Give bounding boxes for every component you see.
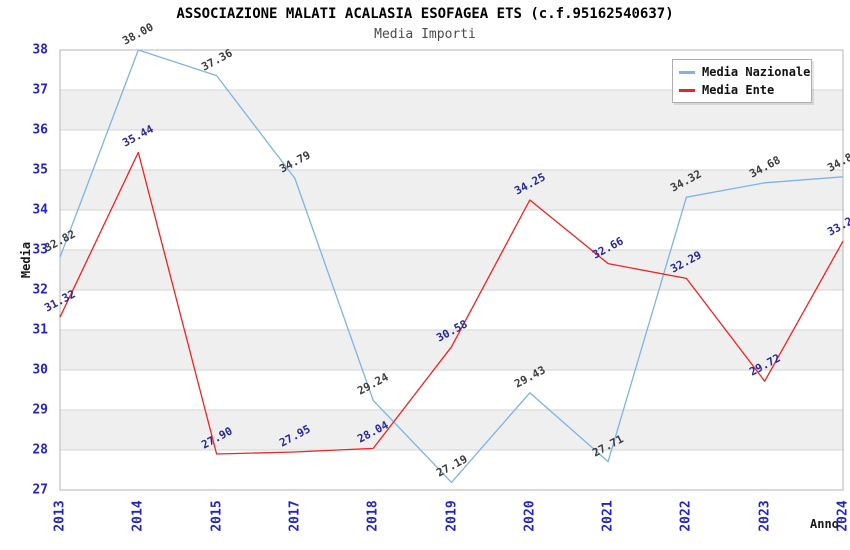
x-axis-title: Anno (810, 517, 839, 531)
y-tick-label: 37 (32, 82, 48, 98)
x-tick-label: 2018 (365, 500, 381, 532)
series-line-media-nazionale (59, 49, 844, 484)
x-tick-label: 2019 (444, 500, 459, 532)
legend-item-media-ente: Media Ente (673, 81, 811, 99)
legend-item-media-nazionale: Media Nazionale (673, 63, 811, 81)
series-line-media-ente (59, 151, 844, 455)
x-tick-label: 2021 (600, 500, 616, 532)
band (60, 330, 843, 370)
band (60, 170, 843, 210)
y-tick-label: 32 (32, 282, 48, 298)
y-tick-label: 29 (32, 402, 48, 418)
y-tick-label: 34 (32, 202, 48, 218)
legend-swatch-ente-icon (679, 88, 695, 92)
x-tick-label: 2015 (209, 500, 225, 532)
x-tick-label: 2013 (52, 500, 68, 532)
y-tick-label: 28 (32, 442, 48, 458)
y-tick-label: 33 (32, 242, 48, 258)
legend-swatch-nazionale-icon (679, 70, 695, 74)
legend-label-media-nazionale: Media Nazionale (702, 65, 811, 79)
x-tick-label: 2023 (757, 500, 773, 532)
y-tick-label: 36 (32, 122, 48, 138)
legend-label-media-ente: Media Ente (702, 83, 775, 97)
legend: Media Nazionale Media Ente (672, 59, 812, 103)
y-tick-label: 38 (32, 42, 48, 58)
y-axis-title: Media (19, 241, 33, 279)
y-tick-label: 31 (32, 322, 48, 338)
plot-border (59, 49, 844, 491)
x-tick-label: 2020 (522, 500, 538, 532)
x-tick-label: 2022 (678, 500, 694, 532)
band (60, 250, 843, 290)
x-tick-label: 2014 (130, 500, 146, 532)
y-tick-label: 27 (32, 482, 48, 498)
x-tick-label: 2017 (287, 500, 303, 532)
chart-subtitle: Media Importi (374, 27, 476, 42)
y-tick-label: 35 (32, 162, 48, 178)
y-tick-label: 30 (32, 362, 48, 378)
band (60, 410, 843, 450)
chart-title: ASSOCIAZIONE MALATI ACALASIA ESOFAGEA ET… (176, 6, 674, 22)
